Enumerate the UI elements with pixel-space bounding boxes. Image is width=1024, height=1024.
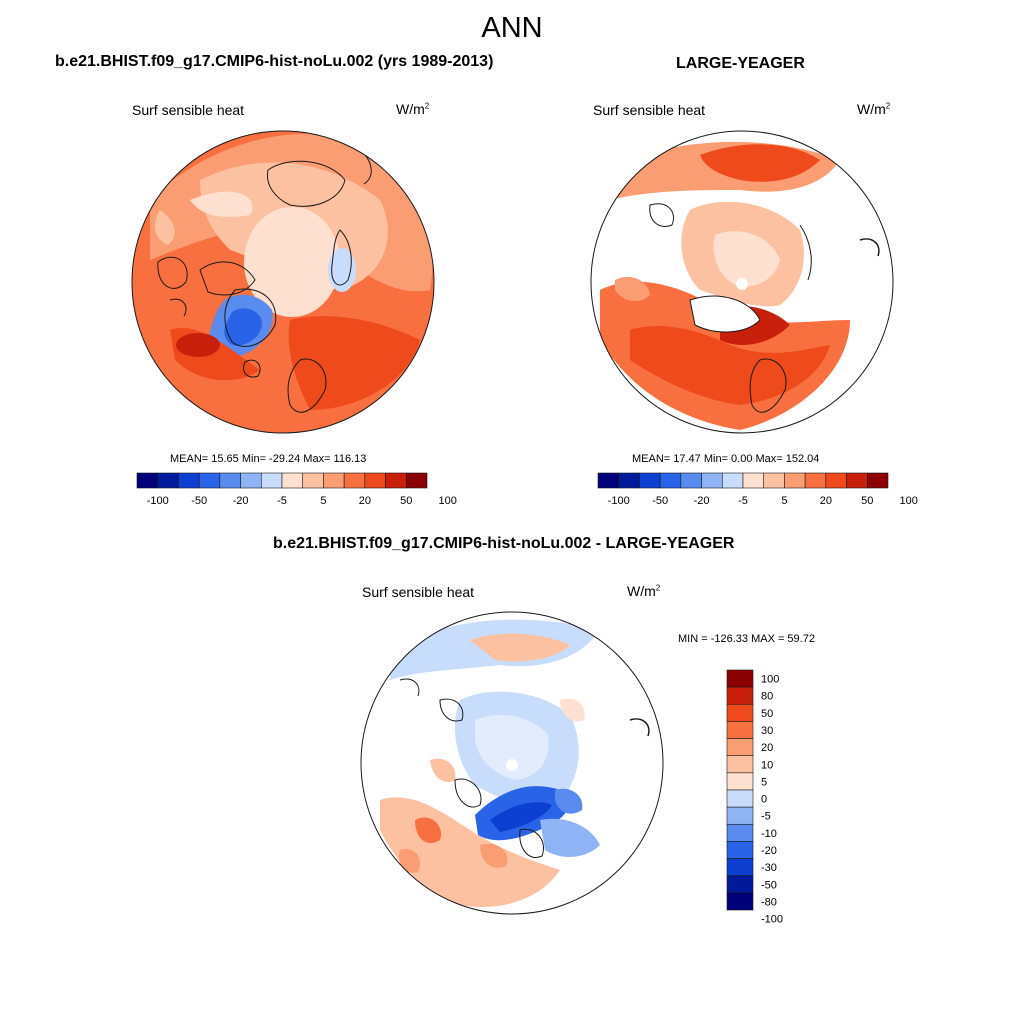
left-colorbar: -100 -50 -20 -5 5 20 50 100 (136, 472, 457, 507)
colorbar-swatch (726, 755, 754, 774)
colorbar-tick-label: 20 (761, 742, 773, 754)
colorbar-tick-label: -20 (761, 845, 777, 857)
colorbar-swatch (726, 669, 754, 688)
colorbar-swatch (701, 472, 723, 489)
colorbar-swatch (721, 472, 744, 489)
figure-title: ANN (481, 12, 543, 44)
colorbar-swatch (240, 472, 262, 489)
right-panel-title: LARGE-YEAGER (676, 55, 805, 72)
colorbar-tick-label: 20 (820, 495, 832, 507)
colorbar-swatch (281, 472, 304, 489)
colorbar-swatch (323, 472, 345, 489)
colorbar-swatch (742, 472, 765, 489)
diff-units-label: W/m2 (627, 583, 661, 599)
colorbar-swatch (178, 472, 200, 489)
left-map (131, 130, 435, 434)
colorbar-swatch (364, 472, 386, 489)
colorbar-swatch (219, 472, 241, 489)
colorbar-swatch (804, 472, 827, 489)
colorbar-swatch (726, 806, 754, 825)
colorbar-swatch (136, 472, 159, 489)
colorbar-tick-label: -50 (191, 495, 207, 507)
left-variable-label: Surf sensible heat (132, 102, 245, 118)
colorbar-swatch (385, 472, 407, 489)
left-panel-title: b.e21.BHIST.f09_g17.CMIP6-hist-noLu.002 … (55, 53, 494, 70)
colorbar-tick-label: -30 (761, 862, 777, 874)
colorbar-tick-label: 50 (861, 495, 873, 507)
colorbar-tick-label: 50 (400, 495, 412, 507)
colorbar-swatch (302, 472, 324, 489)
colorbar-tick-label: -20 (233, 495, 249, 507)
colorbar-swatch (343, 472, 366, 489)
colorbar-tick-label: 30 (761, 725, 773, 737)
colorbar-swatch (726, 738, 754, 757)
colorbar-swatch (597, 472, 620, 489)
colorbar-swatch (198, 472, 221, 489)
colorbar-swatch (726, 875, 754, 894)
colorbar-tick-label: -5 (761, 811, 771, 823)
colorbar-swatch (260, 472, 283, 489)
right-variable-label: Surf sensible heat (593, 102, 706, 118)
colorbar-tick-label: -5 (738, 495, 748, 507)
colorbar-swatch (618, 472, 640, 489)
colorbar-tick-label: -100 (761, 914, 783, 926)
colorbar-tick-label: 100 (439, 495, 457, 507)
colorbar-swatch (405, 472, 428, 489)
right-stats: MEAN= 17.47 Min= 0.00 Max= 152.04 (632, 453, 820, 465)
right-map (590, 130, 894, 434)
colorbar-tick-label: 0 (761, 794, 767, 806)
colorbar-swatch (726, 772, 754, 791)
colorbar-tick-label: -50 (761, 879, 777, 891)
colorbar-tick-label: -100 (608, 495, 630, 507)
diff-map (360, 611, 664, 915)
colorbar-swatch (784, 472, 806, 489)
colorbar-swatch (659, 472, 682, 489)
colorbar-swatch (157, 472, 179, 489)
colorbar-swatch (726, 789, 754, 808)
diff-variable-label: Surf sensible heat (362, 584, 475, 600)
colorbar-swatch (726, 721, 754, 739)
colorbar-swatch (726, 892, 754, 911)
colorbar-swatch (825, 472, 847, 489)
left-stats: MEAN= 15.65 Min= -29.24 Max= 116.13 (170, 453, 367, 465)
colorbar-tick-label: 20 (359, 495, 371, 507)
colorbar-swatch (680, 472, 702, 489)
diff-stats: MIN = -126.33 MAX = 59.72 (678, 633, 815, 645)
colorbar-swatch (866, 472, 889, 489)
colorbar-tick-label: 80 (761, 691, 773, 703)
right-units-label: W/m2 (857, 101, 891, 117)
diff-panel-title: b.e21.BHIST.f09_g17.CMIP6-hist-noLu.002 … (273, 535, 735, 552)
colorbar-tick-label: 100 (761, 674, 779, 686)
colorbar-tick-label: 50 (761, 708, 773, 720)
colorbar-tick-label: -100 (147, 495, 169, 507)
colorbar-swatch (726, 858, 754, 877)
colorbar-swatch (763, 472, 785, 489)
colorbar-swatch (726, 686, 754, 705)
colorbar-tick-label: -10 (761, 828, 777, 840)
colorbar-swatch (726, 703, 754, 722)
colorbar-tick-label: -20 (694, 495, 710, 507)
colorbar-tick-label: 5 (781, 495, 787, 507)
colorbar-swatch (639, 472, 661, 489)
right-colorbar: -100 -50 -20 -5 5 20 50 100 (597, 472, 918, 507)
colorbar-tick-label: 10 (761, 759, 773, 771)
colorbar-swatch (726, 841, 754, 859)
colorbar-swatch (726, 823, 754, 842)
left-units-label: W/m2 (396, 101, 430, 117)
colorbar-tick-label: 5 (320, 495, 326, 507)
colorbar-tick-label: -50 (652, 495, 668, 507)
colorbar-tick-label: 5 (761, 776, 767, 788)
colorbar-tick-label: -5 (277, 495, 287, 507)
colorbar-tick-label: 100 (900, 495, 918, 507)
colorbar-swatch (846, 472, 868, 489)
colorbar-tick-label: -80 (761, 896, 777, 908)
